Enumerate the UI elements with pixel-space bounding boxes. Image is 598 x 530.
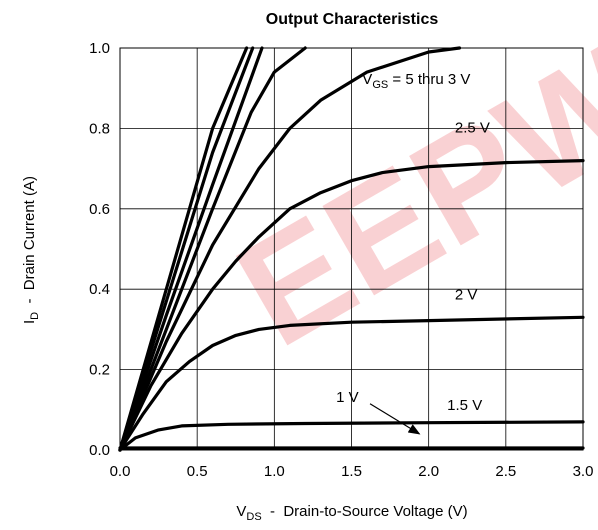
y-tick-labels: 0.0 0.2 0.4 0.6 0.8 1.0 — [89, 40, 110, 459]
watermark-text: EEPW — [211, 12, 598, 379]
series-line-4 — [118, 46, 307, 452]
x-tick-label: 1.5 — [341, 463, 362, 480]
curve-annotation: 1 V — [336, 389, 359, 406]
annotation-arrow — [369, 403, 421, 435]
chart-title: Output Characteristics — [266, 11, 439, 28]
curve-annotation: 1.5 V — [447, 397, 482, 414]
y-tick-label: 0.2 — [89, 362, 110, 379]
x-tick-label: 0.5 — [187, 463, 208, 480]
annotations: VGS = 5 thru 3 V 2.5 V 2 V 1.5 V 1 V — [336, 71, 490, 414]
curve-annotation: 2 V — [455, 286, 478, 303]
x-axis-label: VDS - Drain-to-Source Voltage (V) — [236, 503, 467, 523]
series-line-8 — [118, 420, 585, 452]
watermark-logo: EEPW — [211, 12, 598, 379]
series-line-5 — [118, 46, 462, 452]
curve-annotation: VGS = 5 thru 3 V — [362, 71, 470, 91]
y-tick-label: 0.8 — [89, 120, 110, 137]
y-tick-label: 0.4 — [89, 281, 110, 298]
x-tick-label: 1.0 — [264, 463, 285, 480]
x-tick-label: 2.0 — [418, 463, 439, 480]
series-line-3 — [118, 46, 264, 452]
series-line-7 — [118, 315, 585, 452]
y-tick-label: 0.6 — [89, 201, 110, 218]
plot-frame — [119, 47, 584, 451]
series-line-6 — [118, 159, 585, 452]
series-lines — [118, 46, 585, 452]
y-tick-label: 0.0 — [89, 442, 110, 459]
y-tick-label: 1.0 — [89, 40, 110, 57]
series-line-1 — [118, 46, 249, 452]
x-tick-label: 2.5 — [495, 463, 516, 480]
series-line-2 — [118, 46, 255, 452]
curve-annotation: 2.5 V — [455, 119, 490, 136]
x-tick-label: 3.0 — [573, 463, 594, 480]
x-tick-label: 0.0 — [110, 463, 131, 480]
y-axis-label: ID - Drain Current (A) — [21, 176, 41, 324]
x-tick-labels: 0.0 0.5 1.0 1.5 2.0 2.5 3.0 — [110, 463, 594, 480]
